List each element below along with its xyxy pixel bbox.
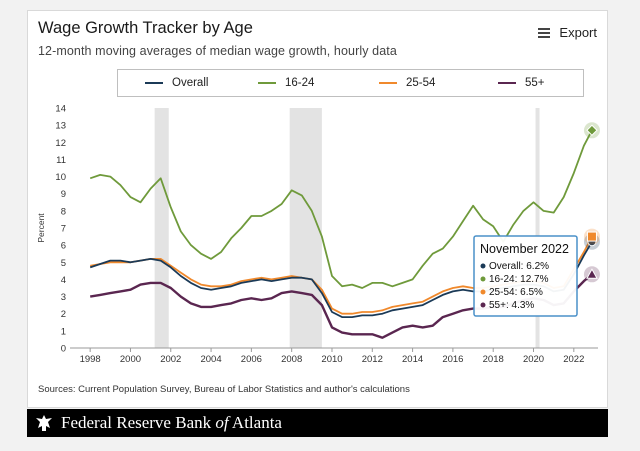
series-line-age_16_24[interactable]	[89, 129, 593, 289]
y-tick-label: 13	[55, 121, 66, 132]
tooltip-row-age_16_24: 16-24: 12.7%	[489, 274, 549, 285]
legend-label-16-24: 16-24	[285, 77, 315, 89]
hamburger-menu-icon	[538, 27, 551, 38]
tooltip-dot-overall	[480, 263, 486, 269]
tooltip-box	[473, 235, 578, 317]
legend-swatch-25-54	[379, 82, 397, 84]
y-tick-label: 6	[61, 241, 66, 252]
y-tick-label: 0	[61, 344, 66, 355]
y-tick-label: 14	[55, 104, 66, 115]
y-tick-label: 4	[61, 275, 66, 286]
x-tick-label: 2020	[523, 354, 544, 365]
y-tick-label: 3	[61, 292, 66, 303]
bank-name-main: Federal Reserve Bank	[61, 413, 216, 432]
y-tick-label: 1	[61, 326, 66, 337]
x-tick-label: 2000	[120, 354, 141, 365]
source-note: Sources: Current Population Survey, Bure…	[38, 384, 410, 395]
export-label: Export	[559, 25, 597, 40]
legend-item-overall[interactable]: Overall	[145, 77, 208, 89]
legend-label-25-54: 25-54	[406, 77, 436, 89]
legend-swatch-overall	[145, 82, 163, 84]
recession-band	[154, 108, 169, 348]
bank-name-city: Atlanta	[228, 413, 282, 432]
tooltip-dot-age_16_24	[480, 276, 486, 282]
legend-label-55-plus: 55+	[525, 77, 545, 89]
tooltip-dot-age_25_54	[480, 289, 486, 295]
y-tick-label: 11	[56, 155, 66, 166]
bank-name: Federal Reserve Bank of Atlanta	[61, 413, 282, 433]
x-tick-label: 2012	[362, 354, 383, 365]
x-tick-label: 2002	[160, 354, 181, 365]
y-tick-label: 10	[55, 172, 66, 183]
x-tick-label: 2004	[200, 354, 221, 365]
x-tick-label: 2006	[241, 354, 262, 365]
legend-item-55-plus[interactable]: 55+	[498, 77, 545, 89]
end-marker-age_55_plus[interactable]	[586, 268, 598, 279]
chart-card: Wage Growth Tracker by Age 12-month movi…	[27, 10, 608, 408]
x-tick-label: 2008	[281, 354, 302, 365]
y-tick-label: 7	[61, 224, 66, 235]
recession-band	[535, 108, 540, 348]
chart-subtitle: 12-month moving averages of median wage …	[38, 44, 397, 58]
eagle-logo-icon	[36, 415, 52, 431]
recession-band	[289, 108, 322, 348]
chart-title: Wage Growth Tracker by Age	[38, 19, 253, 37]
y-tick-label: 12	[55, 138, 66, 149]
x-tick-label: 2018	[483, 354, 504, 365]
tooltip-row-age_25_54: 25-54: 6.5%	[489, 287, 543, 298]
tooltip-row-age_55_plus: 55+: 4.3%	[489, 300, 534, 311]
x-tick-label: 2022	[563, 354, 584, 365]
bank-name-of: of	[215, 413, 229, 432]
tooltip-row-overall: Overall: 6.2%	[489, 261, 549, 272]
legend-swatch-55-plus	[498, 82, 516, 84]
y-axis-label: Percent	[36, 213, 46, 243]
y-tick-label: 8	[61, 206, 66, 217]
tooltip-dot-age_55_plus	[480, 302, 486, 308]
legend-item-16-24[interactable]: 16-24	[258, 77, 314, 89]
legend-swatch-16-24	[258, 82, 276, 84]
x-tick-label: 2014	[402, 354, 423, 365]
x-tick-label: 1998	[80, 354, 101, 365]
x-tick-label: 2016	[442, 354, 463, 365]
y-tick-label: 9	[61, 189, 66, 200]
end-marker-age_25_54[interactable]	[586, 231, 597, 242]
chart-legend: Overall 16-24 25-54 55+	[117, 69, 584, 97]
x-tick-label: 2010	[321, 354, 342, 365]
footer-bar: Federal Reserve Bank of Atlanta	[27, 409, 608, 437]
y-tick-label: 2	[61, 309, 66, 320]
export-button[interactable]: Export	[538, 25, 597, 40]
end-marker-age_16_24[interactable]	[586, 124, 598, 136]
legend-item-25-54[interactable]: 25-54	[379, 77, 435, 89]
y-tick-label: 5	[61, 258, 66, 269]
tooltip-title: November 2022	[480, 242, 569, 256]
legend-label-overall: Overall	[172, 77, 209, 89]
